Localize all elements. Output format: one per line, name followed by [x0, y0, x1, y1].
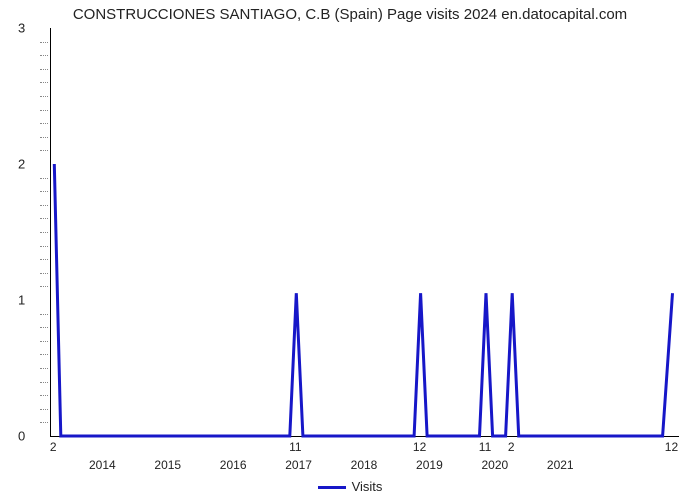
y-minor-tick	[40, 150, 48, 151]
y-tick: 0	[18, 429, 25, 444]
y-minor-tick	[40, 246, 48, 247]
chart-title: CONSTRUCCIONES SANTIAGO, C.B (Spain) Pag…	[0, 6, 700, 23]
y-minor-tick	[40, 69, 48, 70]
y-minor-tick	[40, 55, 48, 56]
point-label: 2	[50, 440, 57, 454]
visits-line	[51, 28, 679, 436]
point-label: 2	[508, 440, 515, 454]
y-tick: 1	[18, 293, 25, 308]
y-minor-tick	[40, 395, 48, 396]
y-minor-tick	[40, 191, 48, 192]
x-tick: 2016	[220, 458, 247, 472]
point-label: 12	[665, 440, 678, 454]
y-minor-tick	[40, 137, 48, 138]
x-tick: 2019	[416, 458, 443, 472]
y-minor-tick	[40, 259, 48, 260]
point-label: 11	[479, 440, 491, 454]
y-minor-tick	[40, 382, 48, 383]
legend-swatch	[318, 486, 346, 489]
y-minor-tick	[40, 273, 48, 274]
y-minor-tick	[40, 314, 48, 315]
x-tick: 2018	[351, 458, 378, 472]
legend-label: Visits	[352, 479, 383, 494]
y-tick: 3	[18, 21, 25, 36]
point-label: 12	[413, 440, 426, 454]
y-minor-tick	[40, 232, 48, 233]
y-tick: 2	[18, 157, 25, 172]
y-minor-tick	[40, 110, 48, 111]
x-tick: 2017	[285, 458, 312, 472]
y-minor-tick	[40, 96, 48, 97]
y-minor-tick	[40, 123, 48, 124]
plot-area	[50, 28, 679, 437]
y-minor-tick	[40, 82, 48, 83]
y-minor-tick	[40, 286, 48, 287]
y-minor-tick	[40, 218, 48, 219]
x-tick: 2015	[154, 458, 181, 472]
y-minor-tick	[40, 205, 48, 206]
y-minor-tick	[40, 409, 48, 410]
legend: Visits	[0, 479, 700, 494]
x-tick: 2014	[89, 458, 116, 472]
x-tick: 2020	[481, 458, 508, 472]
y-minor-tick	[40, 341, 48, 342]
y-minor-tick	[40, 422, 48, 423]
y-minor-tick	[40, 42, 48, 43]
x-tick: 2021	[547, 458, 574, 472]
y-minor-tick	[40, 354, 48, 355]
y-minor-tick	[40, 327, 48, 328]
y-minor-tick	[40, 178, 48, 179]
y-minor-tick	[40, 368, 48, 369]
point-label: 11	[289, 440, 301, 454]
